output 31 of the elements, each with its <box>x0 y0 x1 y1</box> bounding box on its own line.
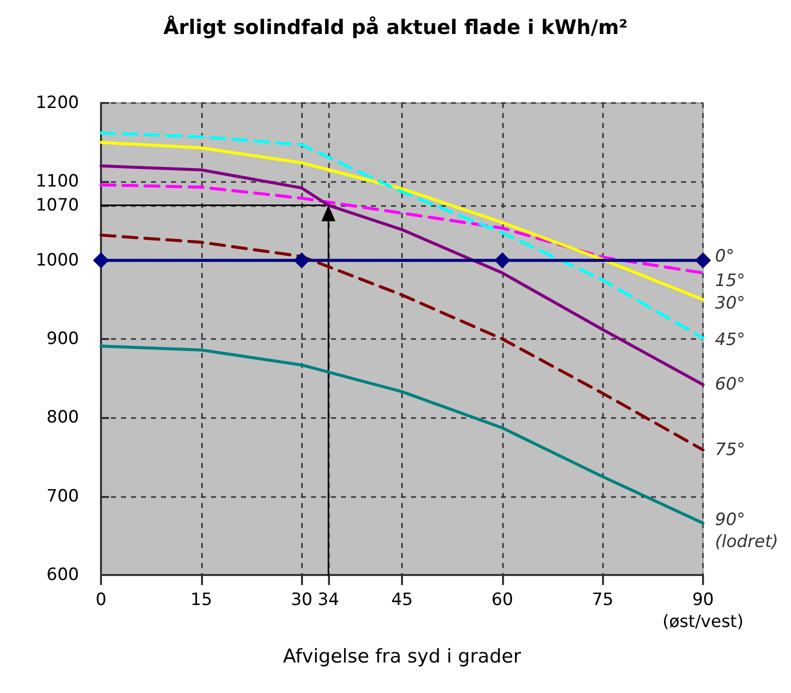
line-series <box>100 183 704 274</box>
y-tick-label: 800 <box>46 408 79 428</box>
series-label: 45° <box>715 330 746 350</box>
line-series <box>100 344 704 525</box>
series-label: 0° <box>715 246 734 266</box>
line-series <box>100 131 704 340</box>
line-series <box>100 140 704 302</box>
series-label: 60° <box>715 374 746 395</box>
y-tick-label: 900 <box>46 329 79 349</box>
y-tick-label: 1000 <box>36 250 79 270</box>
x-tick-label: 75 <box>592 590 614 610</box>
line-series <box>100 164 704 386</box>
line-series <box>100 234 704 452</box>
y-tick-label: 1200 <box>36 93 79 113</box>
x-tick-label: 90 (øst/vest) <box>662 590 744 632</box>
x-tick-label: 15 <box>190 590 212 610</box>
x-tick-label: 30 <box>290 590 312 610</box>
y-tick-label: 600 <box>46 565 79 585</box>
x-tick-label: 0 <box>96 590 106 610</box>
y-tick-label: 1070 <box>36 195 79 216</box>
series-label: 30° <box>715 294 746 314</box>
chart-title: Årligt solindfald på aktuel flade i kWh/m² <box>163 15 628 39</box>
series-label: 15° <box>715 270 746 291</box>
y-tick-label: 700 <box>46 486 79 506</box>
series-label: 75° <box>715 440 746 460</box>
y-tick-label: 1100 <box>36 172 79 192</box>
x-axis-title: Afvigelse fra syd i grader <box>282 646 522 668</box>
series-label: 90° (lodret) <box>715 510 778 552</box>
x-tick-label: 45 <box>391 590 413 610</box>
x-tick-label: 34 <box>318 590 340 610</box>
x-tick-label: 60 <box>492 590 514 610</box>
